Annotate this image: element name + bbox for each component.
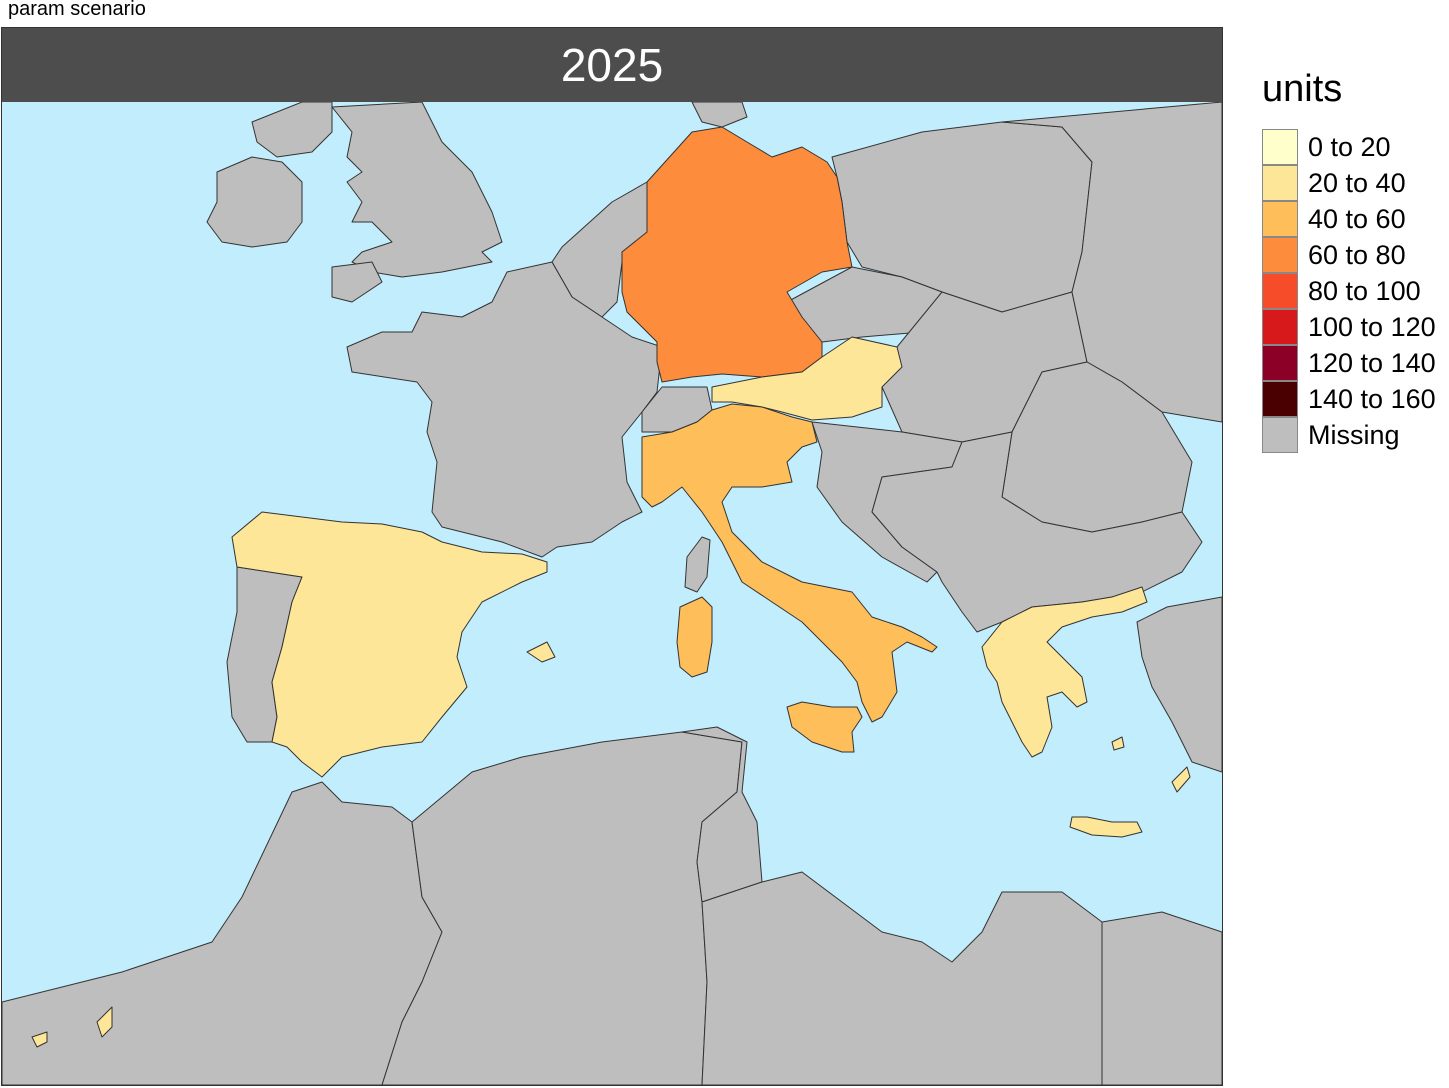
region-germany bbox=[621, 126, 853, 383]
legend-label: 40 to 60 bbox=[1308, 203, 1406, 234]
region-italy bbox=[641, 403, 938, 723]
legend-swatch bbox=[1262, 381, 1298, 417]
legend-swatch bbox=[1262, 201, 1298, 237]
legend-label: 140 to 160 bbox=[1308, 383, 1436, 414]
region-sicily bbox=[786, 701, 863, 753]
legend-label: 0 to 20 bbox=[1308, 131, 1391, 162]
panel-title: 2025 bbox=[560, 39, 664, 91]
legend-label: 60 to 80 bbox=[1308, 239, 1406, 270]
region-libya bbox=[701, 871, 1103, 1085]
legend-item: Missing bbox=[1262, 417, 1436, 453]
legend-item: 20 to 40 bbox=[1262, 165, 1436, 201]
legend-label: 100 to 120 bbox=[1308, 311, 1436, 342]
plot-caption: param scenario bbox=[8, 0, 146, 20]
region-crete bbox=[1069, 816, 1143, 838]
legend-item: 80 to 100 bbox=[1262, 273, 1436, 309]
region-great-britain-sw bbox=[331, 261, 383, 303]
region-canary bbox=[31, 1031, 48, 1048]
region-greece bbox=[981, 586, 1148, 758]
region-egypt bbox=[1101, 911, 1222, 1085]
legend-item: 60 to 80 bbox=[1262, 237, 1436, 273]
legend-swatch bbox=[1262, 417, 1298, 453]
region-greek-island-2 bbox=[1111, 736, 1125, 751]
choropleth-map bbox=[2, 102, 1222, 1085]
region-scotland-north bbox=[251, 102, 333, 158]
legend-swatch bbox=[1262, 165, 1298, 201]
legend-item: 120 to 140 bbox=[1262, 345, 1436, 381]
region-greek-island-1 bbox=[1171, 766, 1191, 793]
legend-label: Missing bbox=[1308, 419, 1400, 450]
region-turkey bbox=[1136, 596, 1222, 773]
legend-swatch bbox=[1262, 129, 1298, 165]
legend-label: 120 to 140 bbox=[1308, 347, 1436, 378]
map-legend: units 0 to 20 20 to 40 40 to 60 60 to 80… bbox=[1262, 68, 1436, 453]
legend-item: 140 to 160 bbox=[1262, 381, 1436, 417]
legend-swatch bbox=[1262, 273, 1298, 309]
map-panel: 2025 bbox=[1, 27, 1223, 1086]
region-spain bbox=[231, 511, 548, 778]
region-balkans bbox=[871, 431, 1203, 633]
legend-items: 0 to 20 20 to 40 40 to 60 60 to 80 80 to… bbox=[1262, 129, 1436, 453]
legend-swatch bbox=[1262, 345, 1298, 381]
region-balearic bbox=[526, 641, 556, 663]
panel-title-strip: 2025 bbox=[2, 28, 1222, 102]
region-austria bbox=[711, 336, 903, 421]
legend-label: 80 to 100 bbox=[1308, 275, 1421, 306]
legend-item: 100 to 120 bbox=[1262, 309, 1436, 345]
legend-swatch bbox=[1262, 309, 1298, 345]
region-ireland bbox=[206, 156, 303, 248]
legend-item: 0 to 20 bbox=[1262, 129, 1436, 165]
legend-item: 40 to 60 bbox=[1262, 201, 1436, 237]
region-denmark bbox=[691, 102, 748, 128]
region-canary-2 bbox=[96, 1006, 113, 1038]
region-corsica bbox=[684, 536, 711, 593]
legend-label: 20 to 40 bbox=[1308, 167, 1406, 198]
legend-title: units bbox=[1262, 68, 1343, 110]
legend-swatch bbox=[1262, 237, 1298, 273]
region-sardinia bbox=[676, 596, 713, 678]
